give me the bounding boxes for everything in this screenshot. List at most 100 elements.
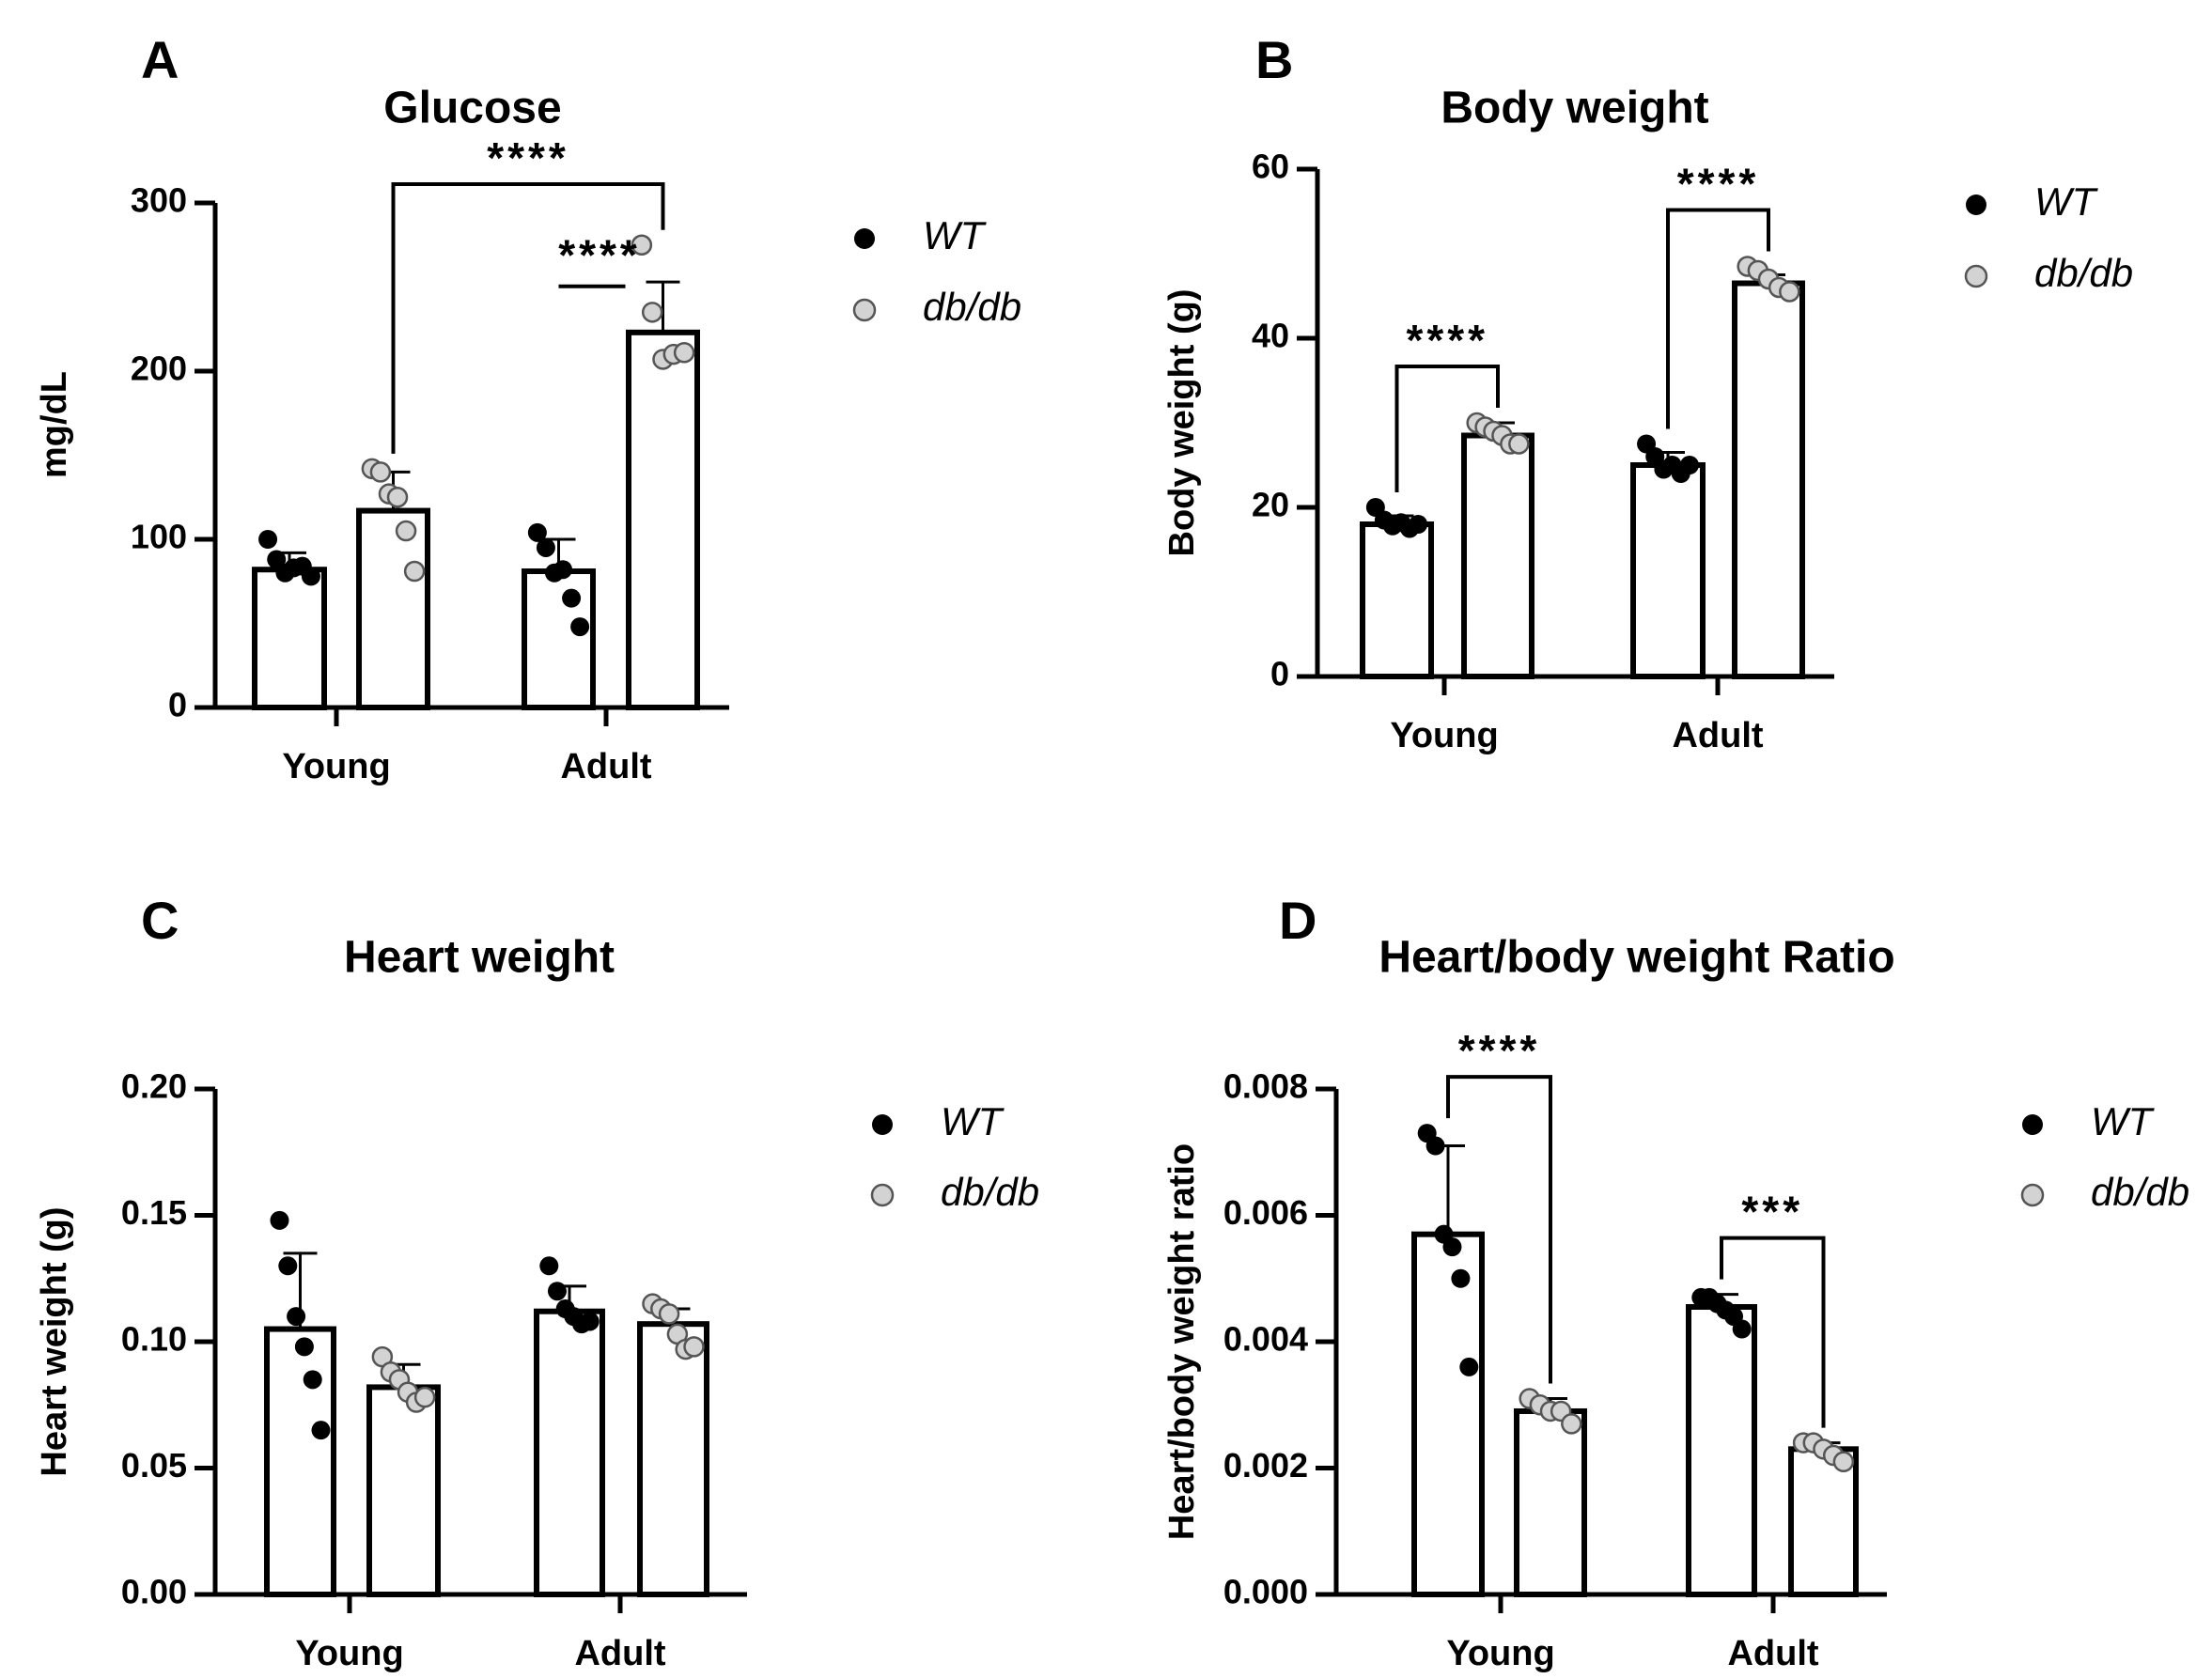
bar-WT-adult bbox=[522, 568, 596, 711]
y-tick-label: 0.000 bbox=[1223, 1573, 1308, 1611]
data-point-WT bbox=[287, 1307, 306, 1327]
legend: WT db/db bbox=[852, 213, 1021, 329]
bar-dbdb-adult bbox=[637, 1321, 709, 1598]
data-point-WT bbox=[270, 1210, 289, 1230]
legend-label: WT bbox=[923, 213, 988, 257]
legend-label: WT bbox=[941, 1099, 1005, 1143]
legend-marker-dbdb bbox=[1964, 264, 1988, 288]
data-point-WT bbox=[539, 1256, 559, 1276]
y-axis-label: Body weight (g) bbox=[1162, 289, 1202, 557]
x-tick-label: Adult bbox=[574, 1634, 665, 1673]
legend-marker-dbdb bbox=[2020, 1183, 2045, 1207]
data-point-WT bbox=[267, 550, 287, 569]
legend: WT db/db bbox=[870, 1099, 1039, 1214]
y-tick-label: 0.10 bbox=[121, 1320, 187, 1359]
legend: WT db/db bbox=[2020, 1099, 2189, 1214]
bar-dbdb-young bbox=[1461, 432, 1534, 679]
chart-title: Body weight bbox=[1441, 84, 1708, 133]
legend-label: db/db bbox=[941, 1170, 1039, 1214]
bar-WT-adult bbox=[1630, 462, 1706, 679]
data-point-dbdb bbox=[1832, 1451, 1855, 1473]
y-axis-label: Heart/body weight ratio bbox=[1162, 1143, 1202, 1540]
y-tick-label: 0.002 bbox=[1223, 1446, 1308, 1485]
bar-dbdb-adult bbox=[1732, 280, 1805, 679]
significance-label: **** bbox=[558, 231, 641, 280]
significance-bracket bbox=[1666, 208, 1770, 429]
legend-marker-dbdb bbox=[852, 298, 877, 322]
bar-dbdb-young bbox=[356, 507, 430, 710]
data-point-WT bbox=[1451, 1268, 1471, 1288]
significance-bracket bbox=[1394, 365, 1500, 492]
data-point-dbdb bbox=[403, 560, 426, 583]
bar-WT-young bbox=[252, 567, 327, 710]
data-point-WT bbox=[258, 530, 278, 549]
data-point-dbdb bbox=[369, 461, 392, 483]
x-tick-label: Young bbox=[282, 747, 390, 786]
significance-label: **** bbox=[1406, 316, 1488, 365]
legend-marker-WT bbox=[872, 1114, 893, 1135]
legend-label: db/db bbox=[2034, 251, 2133, 295]
data-point-WT bbox=[1679, 456, 1699, 474]
data-point-dbdb bbox=[395, 520, 417, 542]
y-axis-label: mg/dL bbox=[35, 371, 74, 478]
data-point-dbdb bbox=[1561, 1413, 1582, 1435]
significance-label: *** bbox=[1741, 1188, 1803, 1236]
y-tick-label: 0.05 bbox=[121, 1446, 187, 1485]
legend-label: WT bbox=[2091, 1099, 2156, 1143]
panel-letter: C bbox=[141, 891, 179, 950]
data-point-WT bbox=[1442, 1237, 1462, 1257]
y-tick-label: 0.006 bbox=[1223, 1193, 1308, 1232]
data-point-dbdb bbox=[1779, 281, 1800, 303]
data-point-WT bbox=[527, 522, 547, 542]
data-point-WT bbox=[1409, 515, 1428, 534]
legend: WT db/db bbox=[1964, 179, 2133, 295]
data-point-WT bbox=[562, 588, 582, 608]
data-point-WT bbox=[580, 1312, 600, 1331]
y-tick-label: 40 bbox=[1252, 317, 1289, 355]
data-point-dbdb bbox=[1508, 433, 1530, 455]
chart-title: Glucose bbox=[383, 84, 561, 133]
legend-marker-WT bbox=[1966, 194, 1986, 215]
panel-letter: A bbox=[141, 30, 179, 89]
data-point-WT bbox=[547, 1282, 567, 1301]
bar-WT-adult bbox=[1686, 1304, 1757, 1597]
bar-dbdb-young bbox=[1514, 1407, 1587, 1597]
y-tick-label: 0.15 bbox=[121, 1193, 187, 1232]
y-tick-label: 0 bbox=[1270, 655, 1289, 693]
panel-letter: B bbox=[1255, 30, 1293, 89]
panel-letter: D bbox=[1279, 891, 1316, 950]
data-point-dbdb bbox=[641, 302, 663, 323]
legend-marker-dbdb bbox=[870, 1183, 895, 1207]
y-tick-label: 0.00 bbox=[121, 1573, 187, 1611]
data-point-dbdb bbox=[631, 234, 653, 256]
data-point-WT bbox=[303, 1370, 322, 1390]
legend-label: WT bbox=[2034, 179, 2099, 224]
significance-label: **** bbox=[487, 133, 569, 182]
x-tick-label: Young bbox=[295, 1634, 403, 1673]
bar-WT-young bbox=[264, 1326, 336, 1598]
legend-label: db/db bbox=[2091, 1170, 2189, 1214]
chart-panel-c: C Heart weight Heart weight (g) 0.00 0.05 0.1… bbox=[35, 891, 1039, 1673]
y-tick-label: 20 bbox=[1252, 486, 1289, 524]
data-point-WT bbox=[536, 537, 555, 557]
x-tick-label: Young bbox=[1390, 716, 1498, 755]
y-tick-label: 0.20 bbox=[121, 1067, 187, 1106]
data-point-WT bbox=[311, 1421, 331, 1440]
data-point-WT bbox=[301, 567, 320, 586]
x-tick-label: Young bbox=[1446, 1634, 1554, 1673]
bar-dbdb-young bbox=[366, 1384, 441, 1598]
data-point-dbdb bbox=[673, 342, 695, 364]
chart-panel-d: D Heart/body weight Ratio Heart/body weigh… bbox=[1162, 891, 2189, 1673]
chart-title: Heart/body weight Ratio bbox=[1379, 933, 1894, 983]
y-tick-label: 200 bbox=[131, 350, 187, 388]
data-point-WT bbox=[553, 560, 573, 580]
x-tick-label: Adult bbox=[560, 747, 651, 786]
significance-label: **** bbox=[1677, 160, 1760, 209]
chart-title: Heart weight bbox=[344, 933, 615, 983]
data-point-WT bbox=[1732, 1319, 1752, 1339]
significance-bracket bbox=[1720, 1236, 1826, 1428]
data-point-WT bbox=[278, 1256, 298, 1276]
bar-WT-adult bbox=[534, 1308, 605, 1597]
significance-bracket bbox=[391, 182, 665, 454]
